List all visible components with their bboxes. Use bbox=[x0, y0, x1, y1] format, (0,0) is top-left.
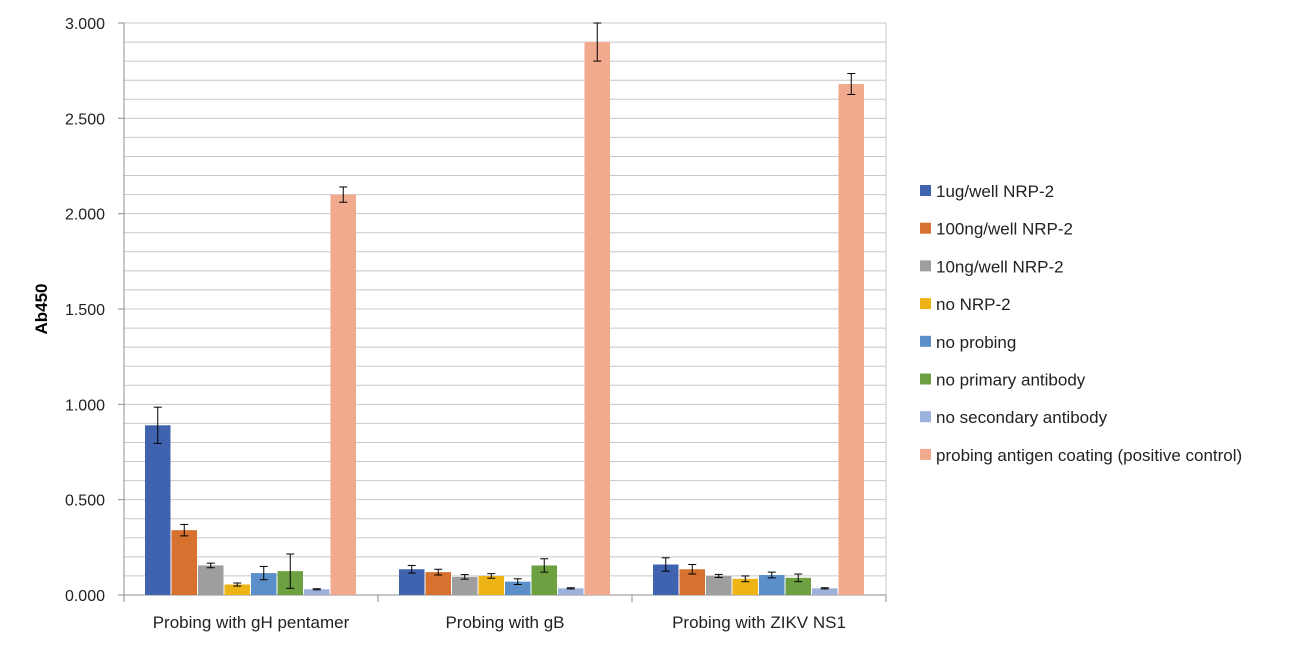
y-tick-label: 2.500 bbox=[65, 111, 105, 128]
gridlines bbox=[124, 22, 887, 596]
bar bbox=[812, 588, 838, 595]
legend-swatch bbox=[920, 448, 931, 460]
bar bbox=[304, 589, 330, 595]
bar bbox=[558, 588, 584, 595]
bar bbox=[584, 42, 610, 596]
y-tick-label: 2.000 bbox=[65, 207, 105, 224]
legend-swatch bbox=[920, 411, 931, 423]
bars bbox=[145, 42, 864, 596]
bar bbox=[838, 84, 864, 595]
bar bbox=[330, 194, 356, 595]
y-tick-label: 0.500 bbox=[65, 493, 105, 510]
legend-label: no secondary antibody bbox=[936, 408, 1108, 427]
error-bars bbox=[153, 22, 856, 591]
category-label: Probing with gH pentamer bbox=[153, 613, 350, 632]
legend-swatch bbox=[920, 373, 931, 385]
category-label: Probing with gB bbox=[445, 613, 564, 632]
y-tick-label: 1.500 bbox=[65, 302, 105, 319]
bar bbox=[145, 425, 171, 595]
bar bbox=[425, 572, 451, 595]
bar bbox=[732, 578, 758, 595]
bar bbox=[505, 581, 531, 595]
bar bbox=[224, 584, 250, 595]
bar bbox=[171, 530, 197, 595]
legend-label: 100ng/well NRP-2 bbox=[936, 220, 1073, 239]
y-tick-label: 0.000 bbox=[65, 588, 105, 605]
y-tick-label: 1.000 bbox=[65, 397, 105, 414]
legend-label: probing antigen coating (positive contro… bbox=[936, 446, 1242, 465]
y-tick-label: 3.000 bbox=[65, 16, 105, 33]
y-axis-label: Ab450 bbox=[32, 283, 51, 334]
legend: 1ug/well NRP-2 100ng/well NRP-2 10ng/well … bbox=[920, 182, 1242, 465]
legend-label: no probing bbox=[936, 333, 1016, 352]
bar bbox=[251, 573, 277, 595]
category-label: Probing with ZIKV NS1 bbox=[672, 613, 846, 632]
legend-label: 1ug/well NRP-2 bbox=[936, 182, 1054, 201]
x-axis: Probing with gH pentamer Probing with gB P… bbox=[123, 594, 887, 632]
y-axis: 0.000 0.500 1.000 1.500 2.000 2.500 3.000 bbox=[65, 16, 125, 605]
legend-label: no NRP-2 bbox=[936, 295, 1011, 314]
legend-swatch bbox=[920, 222, 931, 234]
bar bbox=[198, 565, 224, 595]
bar bbox=[759, 574, 785, 595]
bar bbox=[452, 576, 478, 595]
bar bbox=[785, 577, 811, 595]
legend-swatch bbox=[920, 185, 931, 196]
legend-label: no primary antibody bbox=[936, 371, 1086, 390]
bar bbox=[478, 575, 504, 595]
legend-swatch bbox=[920, 335, 931, 347]
legend-swatch bbox=[920, 298, 931, 310]
legend-swatch bbox=[920, 260, 931, 272]
legend-label: 10ng/well NRP-2 bbox=[936, 257, 1064, 276]
bar bbox=[706, 575, 732, 595]
